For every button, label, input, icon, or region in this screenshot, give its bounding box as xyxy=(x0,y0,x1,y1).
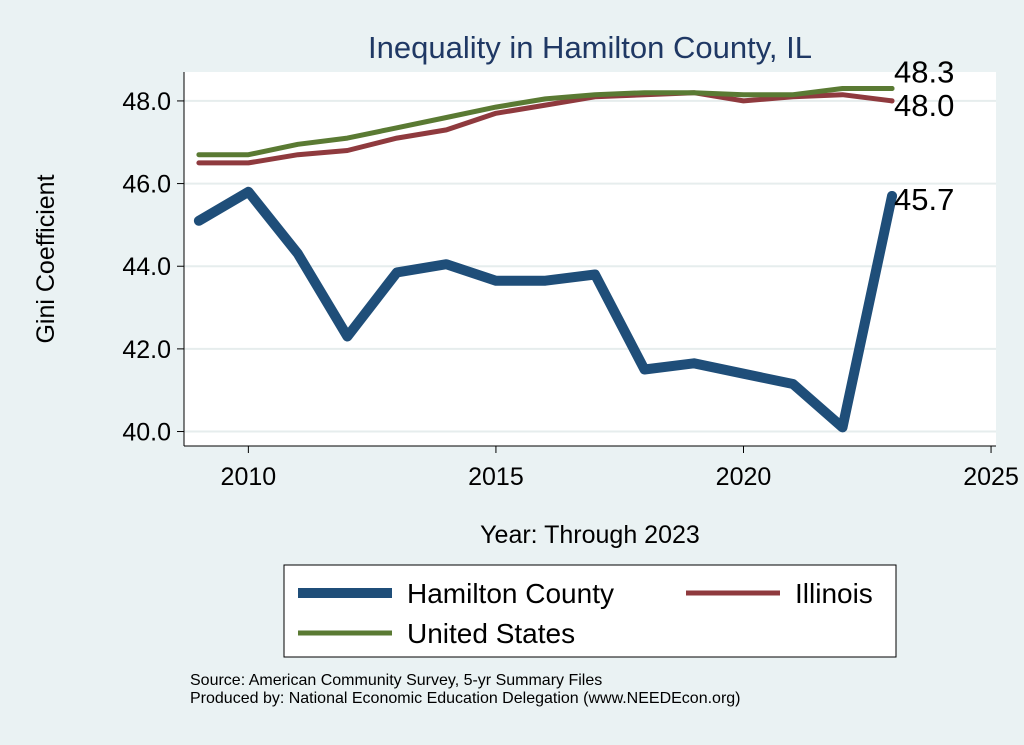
line-illinois xyxy=(196,90,895,166)
x-axis-label: Year: Through 2023 xyxy=(480,521,700,549)
producer-line: Produced by: National Economic Education… xyxy=(190,690,741,707)
y-ticks: 40.0 42.0 44.0 46.0 48.0 xyxy=(122,88,184,447)
x-tick-label: 2010 xyxy=(221,463,277,491)
y-tick-label: 48.0 xyxy=(122,88,171,116)
y-tick-label: 46.0 xyxy=(122,171,171,199)
x-ticks: 2010 2015 2020 2025 xyxy=(221,446,1019,491)
y-axis-label: Gini Coefficient xyxy=(32,174,60,343)
end-point-marker xyxy=(889,98,895,104)
y-tick-label: 40.0 xyxy=(122,419,171,447)
legend-label-illinois: Illinois xyxy=(795,578,873,609)
end-point-marker xyxy=(889,86,895,92)
grid-lines xyxy=(184,99,996,433)
source-note: Source: American Community Survey, 5-yr … xyxy=(190,672,741,708)
chart-title: Inequality in Hamilton County, IL xyxy=(368,30,812,65)
legend-label-hamilton-county: Hamilton County xyxy=(407,578,614,609)
source-line: Source: American Community Survey, 5-yr … xyxy=(190,672,603,689)
x-tick-label: 2025 xyxy=(963,463,1019,491)
x-tick-label: 2020 xyxy=(716,463,772,491)
y-tick-label: 44.0 xyxy=(122,253,171,281)
legend-box xyxy=(283,564,897,658)
end-value-label: 48.3 xyxy=(894,55,954,90)
line-hamilton-county xyxy=(193,186,897,433)
end-value-label: 45.7 xyxy=(894,182,954,217)
line-united-states xyxy=(196,86,895,158)
end-value-label: 48.0 xyxy=(894,88,954,123)
y-tick-label: 42.0 xyxy=(122,336,171,364)
legend-label-united-states: United States xyxy=(407,618,575,649)
series-lines xyxy=(193,86,897,433)
end-labels: 45.7 48.048.3 xyxy=(887,55,954,217)
plot-area xyxy=(184,72,996,446)
axes xyxy=(183,72,996,447)
legend: Hamilton County Illinois United States xyxy=(283,564,897,658)
end-point-marker xyxy=(887,190,898,201)
x-tick-label: 2015 xyxy=(468,463,524,491)
